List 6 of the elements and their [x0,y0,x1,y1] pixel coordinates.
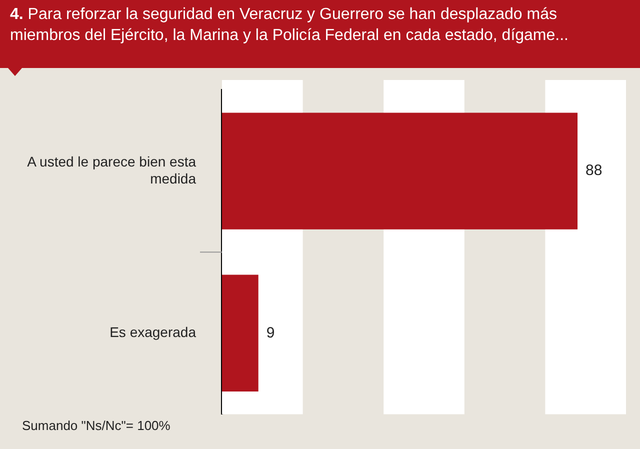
y-tick-label: Es exagerada [110,324,196,340]
y-tick-label: A usted le parece bien esta medida [27,154,196,186]
data-label: 88 [586,162,602,180]
data-label: 9 [266,324,275,342]
chart-title: 4. Para reforzar la seguridad en Veracruz y Guerrero se han desplazado más miembros del Ejército, la Marina y la Policía Federal en cada estado, dígame... [0,0,640,68]
text: Sumando "Ns/Nc"= 100% [22,418,170,433]
